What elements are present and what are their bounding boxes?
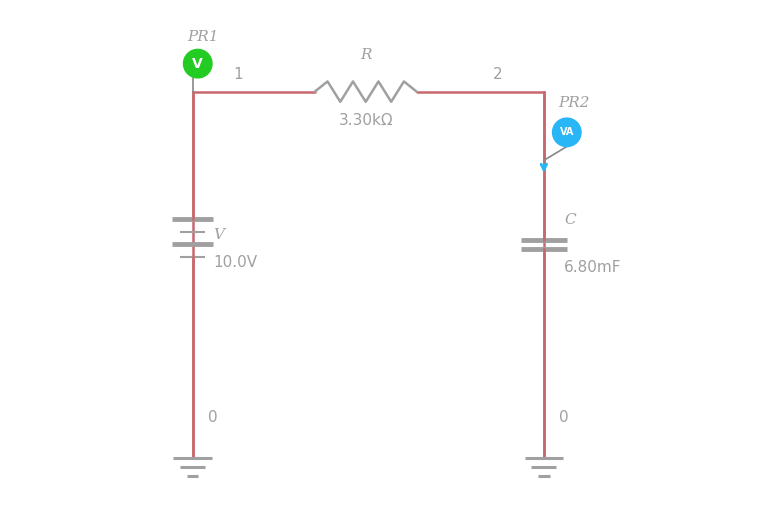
Text: 3.30kΩ: 3.30kΩ bbox=[338, 112, 393, 128]
Circle shape bbox=[184, 49, 212, 78]
Text: 0: 0 bbox=[208, 410, 218, 426]
Text: V: V bbox=[213, 228, 224, 242]
Text: 0: 0 bbox=[559, 410, 569, 426]
Text: C: C bbox=[564, 213, 576, 227]
Text: 6.80mF: 6.80mF bbox=[564, 260, 622, 275]
Text: 2: 2 bbox=[493, 67, 503, 82]
Text: PR2: PR2 bbox=[558, 96, 590, 110]
Text: 1: 1 bbox=[234, 67, 243, 82]
Text: VA: VA bbox=[559, 127, 574, 137]
Text: PR1: PR1 bbox=[187, 30, 219, 44]
Text: V: V bbox=[192, 56, 203, 71]
Text: R: R bbox=[360, 47, 372, 62]
Text: 10.0V: 10.0V bbox=[213, 255, 257, 270]
Circle shape bbox=[552, 118, 581, 147]
